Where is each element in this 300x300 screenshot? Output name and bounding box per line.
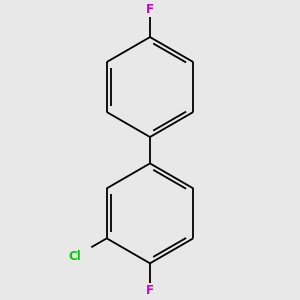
- Text: F: F: [146, 284, 154, 297]
- Text: F: F: [146, 4, 154, 16]
- Text: Cl: Cl: [68, 250, 81, 263]
